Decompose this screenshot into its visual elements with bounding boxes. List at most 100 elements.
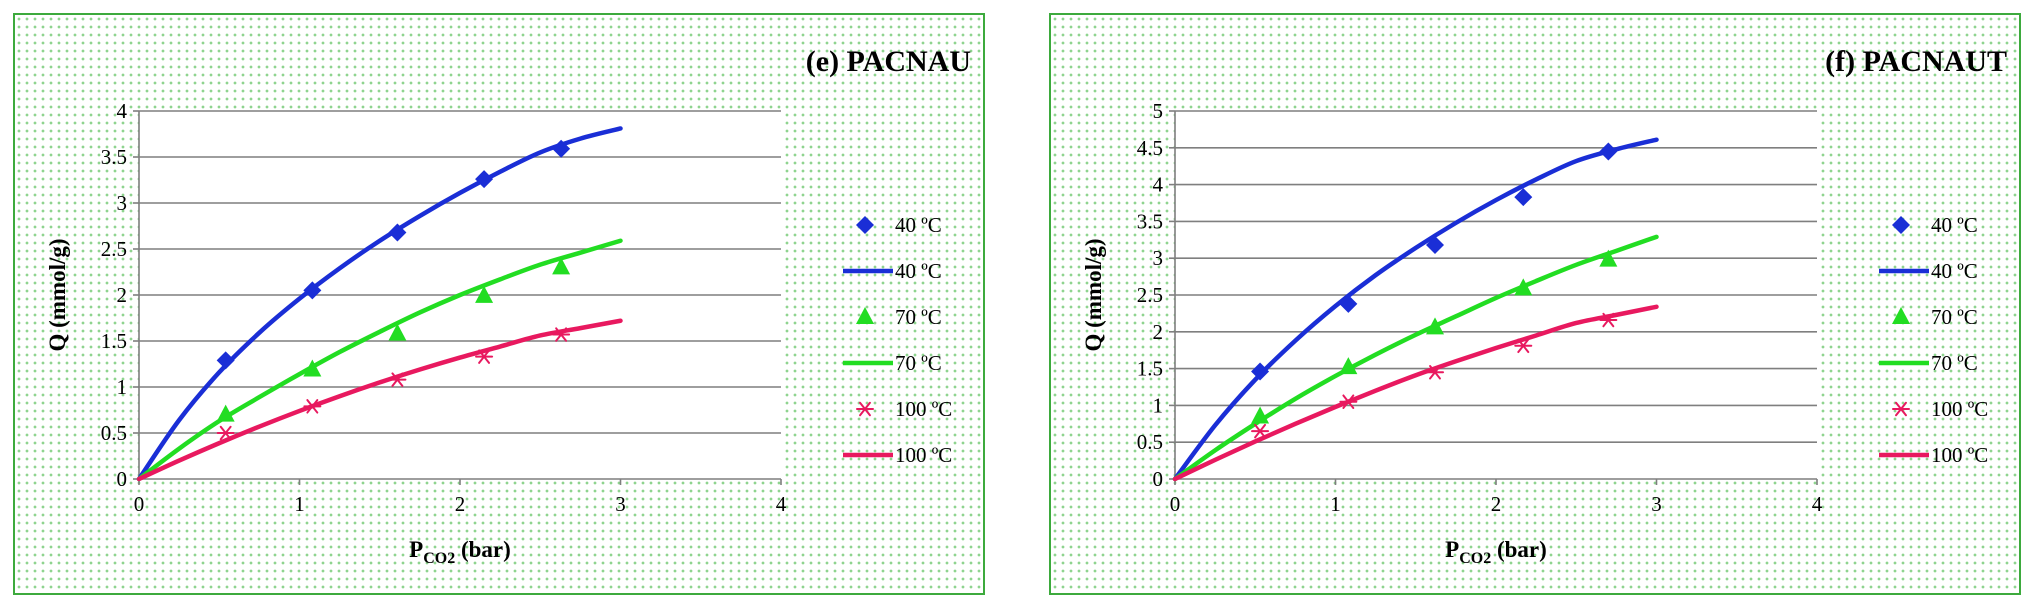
- data-point: [216, 425, 235, 441]
- legend-label: 70 ºC: [895, 305, 942, 329]
- legend-label: 100 ºC: [1931, 443, 1988, 467]
- legend-label: 70 ºC: [895, 351, 942, 375]
- data-point: [216, 404, 235, 422]
- x-tick-label: 2: [455, 492, 466, 516]
- series-markers-0: [1251, 142, 1618, 381]
- x-tick-label: 0: [134, 492, 145, 516]
- legend-label: 100 ºC: [1931, 397, 1988, 421]
- chart-pacnaut: 0 0.5 1 1.5 2 2.5 3 3.5 4 4.5 5 0 1 2 3 4 (f) PACNAUT Q (…: [1081, 45, 2007, 567]
- y-tick-label: 4: [117, 99, 128, 123]
- data-point: [303, 281, 322, 300]
- y-tick-label: 1: [117, 375, 128, 399]
- data-point: [1339, 357, 1358, 375]
- legend-label: 100 ºC: [895, 443, 952, 467]
- legend: 40 ºC 40 ºC 70 ºC 70 ºC 100 ºC 100 ºC: [1879, 213, 1988, 467]
- chart-pacnau: 0 0.5 1 1.5 2 2.5 3 3.5 4 0 1 2 3 4 (e) PACNAU Q (mmol/…: [45, 45, 971, 567]
- legend-marker: [1892, 401, 1910, 417]
- legend-label: 40 ºC: [895, 213, 942, 237]
- y-tick-label: 0.5: [1137, 430, 1163, 454]
- series-markers-4: [1251, 312, 1618, 439]
- y-tick-label: 4.5: [1137, 136, 1163, 160]
- x-tick-label: 3: [615, 492, 626, 516]
- x-tick-label: 4: [776, 492, 787, 516]
- x-tick-label: 0: [1170, 492, 1181, 516]
- data-point: [1599, 249, 1618, 267]
- legend-label: 40 ºC: [1931, 259, 1978, 283]
- legend-label: 40 ºC: [895, 259, 942, 283]
- series-markers-4: [216, 327, 571, 441]
- legend: 40 ºC 40 ºC 70 ºC 70 ºC 100 ºC 100 ºC: [843, 213, 952, 467]
- y-tick-label: 3.5: [101, 145, 127, 169]
- legend-marker: [856, 307, 874, 324]
- y-axis-title: Q (mmol/g): [45, 238, 70, 351]
- series-line-5: [1172, 304, 1659, 482]
- x-axis-title: PCO2 (bar): [1445, 537, 1547, 567]
- data-point: [388, 323, 407, 341]
- legend-marker: [856, 401, 874, 417]
- legend-label: 70 ºC: [1931, 305, 1978, 329]
- y-tick-label: 3: [117, 191, 128, 215]
- y-axis-title: Q (mmol/g): [1081, 238, 1106, 351]
- chart-title: (f) PACNAUT: [1825, 45, 2007, 78]
- y-tick-label: 2.5: [1137, 283, 1163, 307]
- data-point: [1251, 362, 1270, 381]
- data-point: [475, 349, 494, 364]
- data-point: [1599, 312, 1618, 328]
- series-line-3: [1172, 234, 1659, 482]
- y-tick-label: 2: [1153, 320, 1164, 344]
- data-point: [303, 399, 322, 414]
- y-tick-label: 0: [117, 467, 128, 491]
- data-point: [1339, 294, 1358, 313]
- series-markers-2: [216, 257, 571, 422]
- y-tick-label: 1.5: [1137, 357, 1163, 381]
- y-tick-label: 3: [1153, 246, 1164, 270]
- x-tick-label: 2: [1491, 492, 1502, 516]
- legend-marker: [1892, 307, 1910, 324]
- y-tick-label: 2: [117, 283, 128, 307]
- data-point: [1251, 406, 1270, 424]
- data-point: [552, 327, 571, 342]
- series-markers-2: [1251, 249, 1618, 424]
- chart-title: (e) PACNAU: [806, 45, 971, 78]
- x-tick-label: 1: [294, 492, 305, 516]
- y-tick-label: 1.5: [101, 329, 127, 353]
- y-tick-label: 2.5: [101, 237, 127, 261]
- data-point: [1426, 317, 1445, 335]
- data-point: [552, 257, 571, 275]
- data-point: [475, 170, 494, 189]
- series-line-1: [1172, 137, 1659, 482]
- legend-label: 70 ºC: [1931, 351, 1978, 375]
- series-markers-0: [216, 139, 571, 370]
- y-tick-label: 5: [1153, 99, 1164, 123]
- y-tick-label: 0: [1153, 467, 1164, 491]
- data-point: [552, 139, 571, 158]
- x-tick-label: 1: [1330, 492, 1341, 516]
- y-tick-label: 1: [1153, 393, 1164, 417]
- chart-panel-pacnau: 0 0.5 1 1.5 2 2.5 3 3.5 4 0 1 2 3 4 (e) PACNAU Q (mmol/…: [13, 13, 985, 595]
- legend-marker: [856, 216, 874, 234]
- legend-label: 40 ºC: [1931, 213, 1978, 237]
- data-point: [1599, 142, 1618, 161]
- x-tick-label: 4: [1812, 492, 1823, 516]
- series-line-1: [136, 126, 623, 482]
- legend-label: 100 ºC: [895, 397, 952, 421]
- data-point: [1514, 188, 1533, 207]
- chart-panel-pacnaut: 0 0.5 1 1.5 2 2.5 3 3.5 4 4.5 5 0 1 2 3 4 (f) PACNAUT Q (…: [1049, 13, 2021, 595]
- data-point: [475, 285, 494, 303]
- data-point: [303, 359, 322, 377]
- x-tick-label: 3: [1651, 492, 1662, 516]
- data-point: [388, 372, 407, 387]
- data-point: [388, 223, 407, 242]
- data-point: [1514, 278, 1533, 296]
- y-tick-label: 0.5: [101, 421, 127, 445]
- x-axis-title: PCO2 (bar): [409, 537, 511, 567]
- data-point: [1514, 338, 1533, 354]
- series-line-5: [136, 318, 623, 482]
- data-point: [1339, 394, 1358, 409]
- data-point: [216, 351, 235, 370]
- y-tick-label: 4: [1153, 173, 1164, 197]
- legend-marker: [1892, 216, 1910, 234]
- data-point: [1426, 235, 1445, 254]
- data-point: [1426, 365, 1445, 380]
- data-point: [1251, 423, 1270, 439]
